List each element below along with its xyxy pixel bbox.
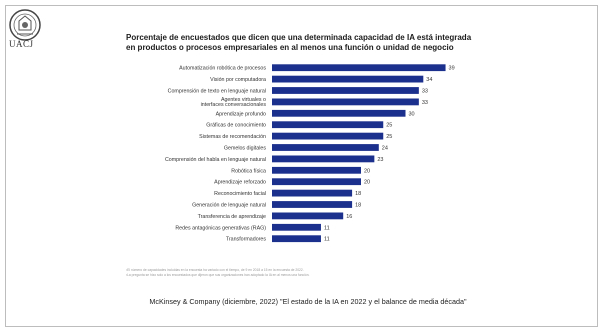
footnote-1: ¹El número de capacidades incluidas en l… bbox=[126, 268, 304, 272]
chart-footnotes: ¹El número de capacidades incluidas en l… bbox=[126, 268, 456, 277]
seal-icon bbox=[9, 9, 41, 41]
slide-frame bbox=[5, 5, 598, 327]
logo-text: UACJ bbox=[9, 39, 34, 49]
footnote-2: ²La pregunta se hizo solo a los encuesta… bbox=[126, 272, 310, 277]
chart-title: Porcentaje de encuestados que dicen que … bbox=[126, 33, 472, 52]
university-logo bbox=[8, 8, 42, 52]
source-caption: McKinsey & Company (diciembre, 2022) "El… bbox=[149, 297, 467, 306]
